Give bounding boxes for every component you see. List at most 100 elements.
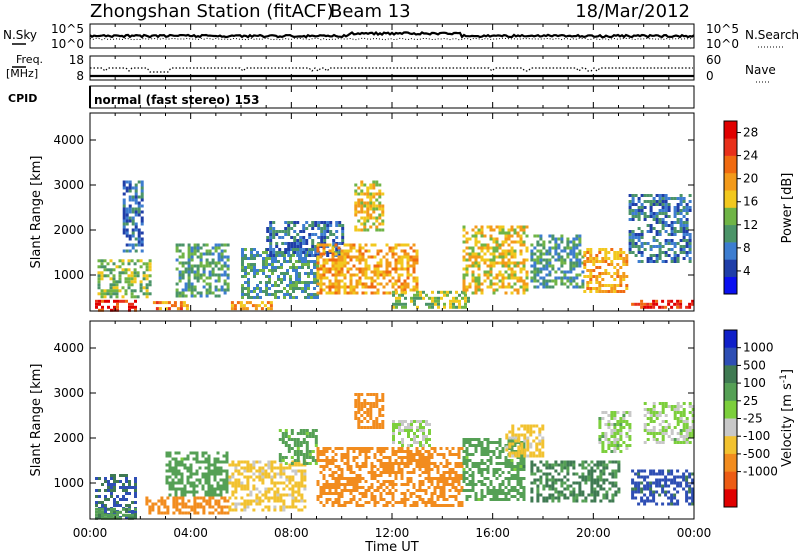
data-cell: [134, 237, 138, 241]
data-cell: [308, 233, 312, 236]
data-cell: [422, 438, 425, 441]
data-cell: [205, 252, 209, 256]
data-cell: [492, 228, 496, 232]
data-cell: [292, 263, 295, 266]
data-cell: [364, 258, 368, 262]
data-cell: [358, 246, 362, 250]
data-cell: [299, 242, 303, 245]
data-cell: [258, 499, 262, 503]
data-cell: [400, 261, 404, 265]
data-cell: [415, 489, 419, 492]
data-cell: [427, 501, 431, 504]
data-cell: [551, 246, 555, 250]
data-cell: [619, 275, 623, 278]
data-cell: [676, 212, 680, 215]
data-cell: [354, 192, 358, 196]
data-cell: [354, 201, 358, 205]
data-cell: [394, 471, 398, 474]
data-cell: [465, 288, 469, 292]
data-cell: [334, 273, 338, 277]
data-cell: [649, 469, 653, 473]
data-cell: [151, 508, 155, 512]
data-cell: [557, 258, 561, 262]
data-cell: [286, 269, 289, 272]
data-cell: [563, 276, 567, 280]
data-cell: [175, 294, 179, 298]
data-cell: [513, 255, 517, 259]
data-cell: [297, 463, 301, 467]
data-cell: [525, 273, 529, 277]
data-cell: [525, 246, 529, 250]
data-cell: [148, 280, 152, 284]
data-cell: [352, 498, 356, 501]
data-cell: [142, 286, 146, 290]
data-cell: [391, 483, 395, 486]
data-cell: [572, 255, 576, 259]
data-cell: [148, 292, 152, 296]
colorbar-swatch: [724, 172, 737, 191]
data-cell: [625, 444, 629, 447]
data-cell: [480, 282, 484, 286]
data-cell: [427, 462, 431, 465]
data-cell: [599, 484, 603, 488]
data-cell: [589, 272, 593, 275]
data-cell: [403, 243, 407, 247]
data-cell: [649, 224, 653, 227]
data-cell: [685, 203, 689, 206]
data-cell: [217, 511, 221, 515]
data-cell: [410, 420, 413, 423]
data-cell: [256, 296, 259, 299]
data-cell: [244, 272, 247, 275]
data-cell: [284, 435, 288, 438]
data-cell: [226, 282, 230, 286]
data-cell: [398, 299, 401, 303]
data-cell: [360, 402, 364, 405]
data-cell: [419, 423, 422, 426]
data-cell: [165, 451, 169, 455]
data-cell: [685, 475, 689, 479]
data-cell: [370, 468, 374, 471]
data-cell: [116, 495, 119, 498]
data-cell: [196, 255, 200, 259]
data-cell: [110, 486, 113, 489]
data-cell: [673, 221, 677, 224]
data-cell: [539, 478, 543, 482]
data-cell: [646, 475, 650, 479]
data-cell: [210, 463, 214, 467]
data-cell: [349, 282, 353, 286]
data-cell: [622, 290, 626, 293]
data-cell: [679, 227, 683, 230]
data-cell: [357, 411, 361, 414]
data-cell: [658, 481, 662, 485]
data-cell: [187, 255, 191, 259]
data-cell: [462, 471, 466, 474]
data-cell: [358, 276, 362, 280]
data-cell: [462, 477, 466, 480]
data-cell: [181, 499, 185, 503]
data-cell: [278, 251, 282, 254]
data-cell: [628, 200, 632, 203]
data-cell: [370, 279, 374, 283]
data-cell: [249, 466, 253, 470]
data-cell: [187, 270, 191, 274]
data-cell: [128, 216, 132, 220]
data-cell: [474, 498, 478, 501]
data-cell: [400, 285, 404, 289]
data-cell: [581, 279, 585, 283]
data-cell: [658, 493, 662, 497]
data-cell: [282, 505, 286, 509]
data-cell: [125, 507, 128, 511]
data-cell: [296, 248, 300, 251]
data-cell: [616, 257, 620, 260]
data-cell: [181, 502, 185, 506]
data-cell: [113, 513, 116, 517]
data-cell: [513, 273, 517, 277]
data-cell: [322, 270, 326, 274]
data-cell: [436, 453, 440, 456]
data-cell: [539, 469, 543, 473]
data-cell: [614, 475, 618, 479]
data-cell: [334, 489, 338, 492]
data-cell: [109, 292, 113, 296]
data-cell: [311, 429, 315, 432]
data-cell: [291, 490, 295, 494]
